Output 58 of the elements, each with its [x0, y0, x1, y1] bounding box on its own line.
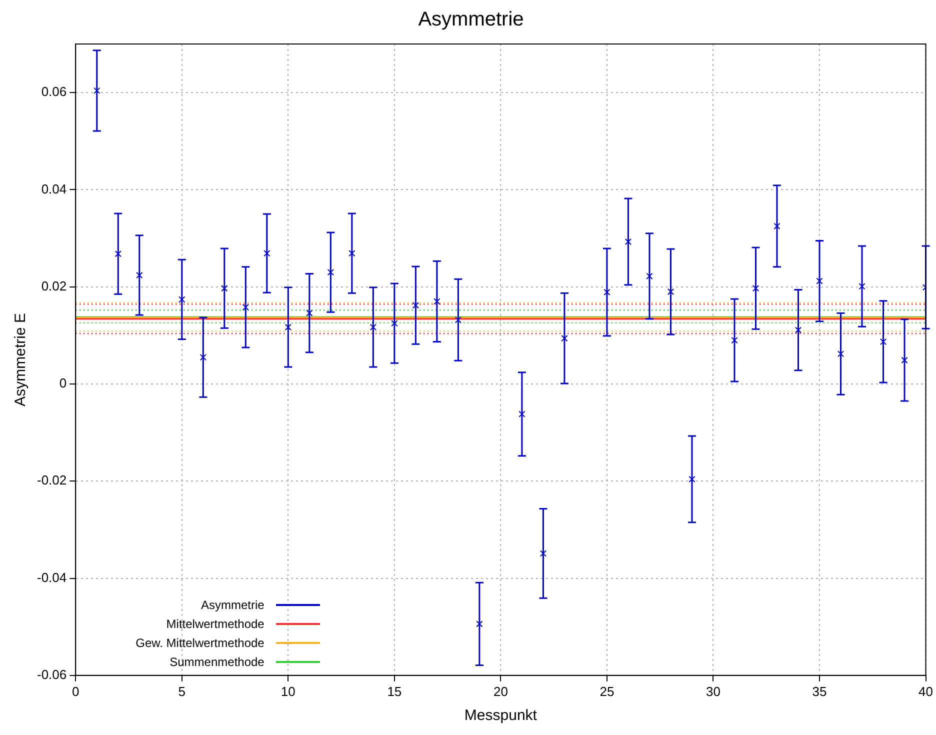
point [624, 238, 632, 246]
point [434, 298, 440, 305]
x-axis-title: Messpunkt [464, 707, 538, 724]
point [114, 250, 122, 258]
y-tick-label: -0.06 [36, 666, 67, 682]
x-tick-label: 0 [72, 684, 80, 699]
point [476, 620, 483, 628]
point [178, 296, 186, 303]
point [242, 304, 249, 311]
x-tick-label: 20 [493, 684, 508, 699]
y-tick-label: 0.06 [41, 84, 67, 100]
point [837, 350, 844, 358]
point [94, 87, 100, 94]
legend-label: Summenmethode [168, 655, 264, 670]
y-axis-title: Asymmetrie E [12, 313, 30, 406]
chart-title: Asymmetrie [418, 8, 524, 31]
x-tick-label: 25 [600, 684, 614, 699]
point [412, 302, 420, 309]
x-tick-label: 35 [812, 684, 827, 699]
point [858, 283, 866, 290]
point [200, 354, 206, 361]
point [518, 410, 526, 418]
point [221, 284, 228, 292]
point [391, 320, 398, 327]
legend-label: Asymmetrie [200, 598, 264, 612]
y-tick-label: 0.04 [41, 181, 67, 196]
legend-label: Mittelwertmethode [165, 617, 264, 632]
point [880, 338, 887, 346]
x-tick-label: 40 [918, 684, 934, 699]
point [306, 310, 313, 316]
point [752, 284, 760, 292]
point [348, 250, 356, 257]
x-tick-label: 10 [280, 684, 296, 699]
x-tick-label: 15 [387, 684, 402, 699]
point [454, 316, 462, 324]
point [327, 268, 334, 276]
y-tick-label: 0.02 [41, 278, 67, 294]
y-tick-label: 0 [59, 376, 67, 391]
point [731, 336, 738, 344]
point [794, 326, 802, 334]
point [264, 250, 270, 257]
point [136, 272, 143, 279]
point [646, 272, 653, 280]
x-tick-label: 5 [178, 684, 186, 699]
point [667, 288, 674, 296]
point [774, 222, 780, 230]
point [901, 356, 908, 364]
x-tick-label: 30 [706, 684, 720, 699]
y-tick-label: -0.04 [36, 570, 67, 585]
y-tick-label: -0.02 [36, 472, 67, 488]
point [688, 476, 696, 483]
point [540, 550, 547, 557]
point [604, 288, 610, 296]
point [561, 335, 568, 342]
legend-label: Gew. Mittelwertmethode [136, 636, 264, 650]
point [370, 324, 377, 330]
point [816, 278, 823, 284]
point [284, 324, 292, 330]
